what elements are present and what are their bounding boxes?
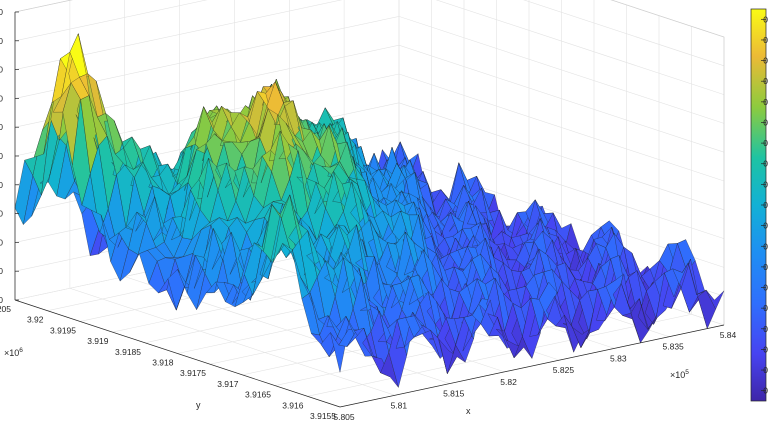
colorbar-tick-label: 0 [763,365,768,375]
y-tick-label: 3.916 [282,400,304,410]
z-tick-label: 00 [0,209,3,219]
surface-cell [697,289,716,330]
grid-line-z [14,16,725,124]
y-tick-label: 3.9165 [245,390,271,400]
surface-cell [705,289,725,310]
x-tick-labels: 5.805 5.81 5.815 5.82 5.825 5.83 5.835 5.84 [333,330,736,422]
colorbar-tick-label: 0 [763,200,768,210]
colorbar-tick-label: 0 [763,241,768,251]
colorbar-tick-label: 0 [763,14,768,24]
x-axis-label: x [466,406,471,416]
colorbar-tick-label: 0 [763,97,768,107]
z-tick-labels: 00 00 00 00 00 00 00 00 00 00 00 [0,7,19,305]
colorbar-ticks: 0 0 0 0 0 0 0 0 0 0 0 0 0 0 0 0 0 0 0 [761,14,768,396]
colorbar-tick-label: 0 [763,221,768,231]
grid-line-z [14,0,725,67]
colorbar-tick-label: 0 [763,179,768,189]
z-tick-label: 00 [0,295,3,305]
surface-mesh [14,33,725,389]
colorbar-tick-label: 0 [763,386,768,396]
y-tick-label: 3.9155 [310,411,336,421]
x-tick-label: 5.84 [720,330,737,340]
z-tick-label: 00 [0,93,3,103]
colorbar-tick-label: 0 [763,56,768,66]
grid-line-z [14,73,725,182]
y-tick-label: 3.92 [27,315,44,325]
y-tick-label: 3.918 [152,358,174,368]
x-tick-label: 5.81 [391,400,408,410]
y-axis-label: y [196,400,201,410]
z-tick-label: 00 [0,266,3,276]
y-tick-label: 3.9185 [115,347,141,357]
z-tick-label: 00 [0,65,3,75]
grid-line-z [14,0,725,38]
z-tick-label: 00 [0,122,3,132]
x-tick-label: 5.825 [553,365,575,375]
colorbar-tick-label: 0 [763,117,768,127]
z-tick-label: 00 [0,180,3,190]
y-tick-label: 3.9195 [50,325,76,335]
z-tick-label: 00 [0,36,3,46]
grid-line-z [14,44,725,153]
colorbar-tick-label: 0 [763,283,768,293]
y-tick-label: 3.917 [217,379,239,389]
colorbar-tick-label: 0 [763,262,768,272]
colorbar-tick-label: 0 [763,35,768,45]
x-axis-line [339,324,725,408]
colorbar-tick-label: 0 [763,76,768,86]
colorbar-tick-label: 0 [763,324,768,334]
colorbar-tick-label: 0 [763,138,768,148]
y-tick-label: 3.919 [87,336,109,346]
z-tick-label: 00 [0,151,3,161]
colorbar-tick-label: 0 [763,159,768,169]
y-axis-exponent: ×106 [4,347,23,358]
z-tick-label: 00 [0,7,3,17]
x-tick-label: 5.815 [443,389,465,399]
colorbar-tick-label: 0 [763,303,768,313]
y-axis-line [14,299,341,408]
y-tick-labels: 3.9155 3.916 3.9165 3.917 3.9175 3.918 3.9185 3… [0,304,336,421]
y-tick-label: 3.9175 [180,368,206,378]
x-tick-label: 5.805 [333,412,355,422]
colorbar-tick-label: 0 [763,344,768,354]
z-tick-label: 00 [0,237,3,247]
x-tick-label: 5.835 [663,342,685,352]
x-axis-exponent: ×105 [670,369,689,380]
x-tick-label: 5.82 [500,377,517,387]
x-tick-label: 5.83 [610,353,627,363]
grid-line-z [14,0,725,95]
